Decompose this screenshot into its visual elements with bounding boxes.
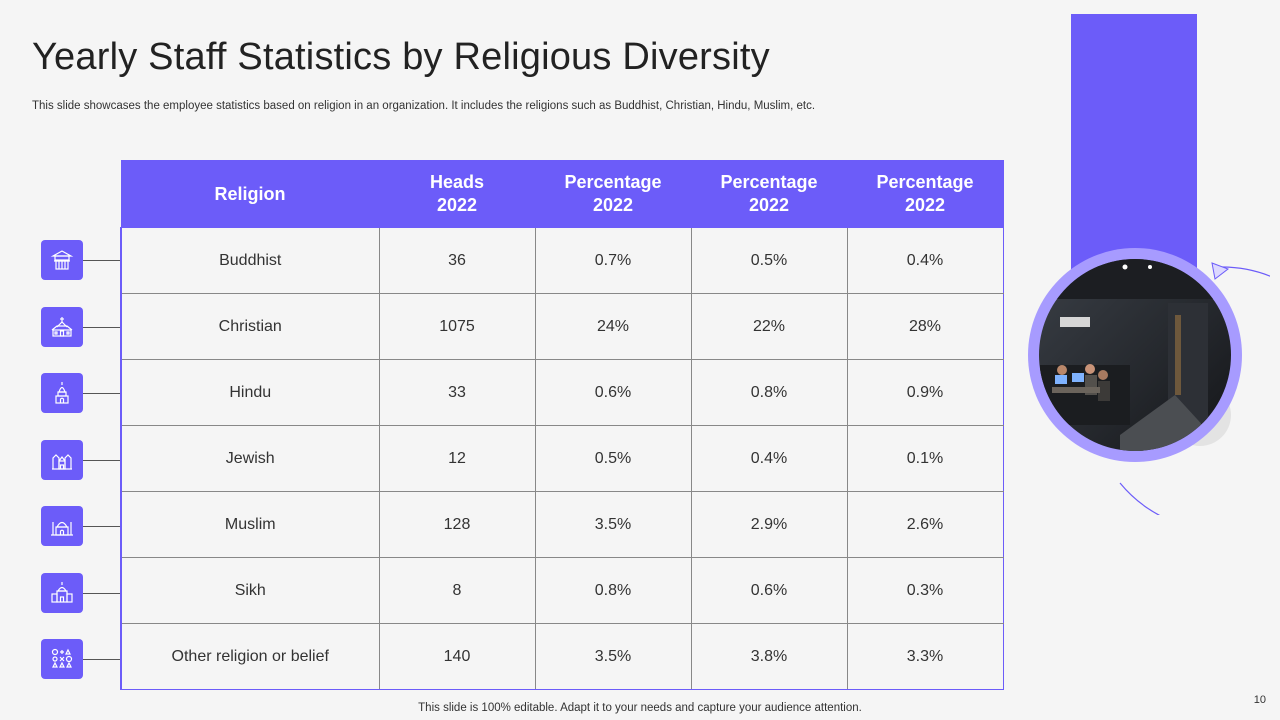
- heads-cell: 140: [378, 623, 536, 690]
- pagoda-icon: [41, 240, 83, 280]
- church-icon: [41, 307, 83, 347]
- percentage-cell: 0.4%: [846, 227, 1004, 294]
- header-percentage-2022-c: Percentage 2022: [846, 160, 1004, 228]
- connector-line: [83, 260, 121, 261]
- header-religion: Religion: [120, 160, 380, 228]
- table-row: Hindu 33 0.6% 0.8% 0.9%: [120, 359, 1004, 426]
- religion-cell: Jewish: [120, 425, 380, 492]
- percentage-cell: 0.8%: [534, 557, 692, 624]
- religion-cell: Buddhist: [120, 227, 380, 294]
- percentage-cell: 0.5%: [690, 227, 848, 294]
- connector-line: [83, 593, 121, 594]
- slide-title: Yearly Staff Statistics by Religious Div…: [32, 36, 770, 78]
- connector-line: [83, 327, 121, 328]
- hindu-temple-icon: [41, 373, 83, 413]
- heads-cell: 1075: [378, 293, 536, 360]
- table-header-row: Religion Heads 2022 Percentage 2022 Percen…: [120, 160, 1004, 228]
- header-percentage-2022-b: Percentage 2022: [690, 160, 848, 228]
- percentage-cell: 3.3%: [846, 623, 1004, 690]
- connector-line: [83, 659, 121, 660]
- header-percentage-2022-a: Percentage 2022: [534, 160, 692, 228]
- slide-footer-note: This slide is 100% editable. Adapt it to…: [418, 702, 862, 714]
- header-heads-2022: Heads 2022: [378, 160, 536, 228]
- percentage-cell: 3.5%: [534, 623, 692, 690]
- page-number: 10: [1253, 694, 1266, 706]
- religion-stats-table: Religion Heads 2022 Percentage 2022 Percen…: [120, 160, 1004, 690]
- slide-subtitle: This slide showcases the employee statis…: [32, 100, 816, 112]
- connector-line: [83, 393, 121, 394]
- percentage-cell: 0.1%: [846, 425, 1004, 492]
- gurdwara-icon: [41, 573, 83, 613]
- religion-cell: Muslim: [120, 491, 380, 558]
- religion-cell: Other religion or belief: [120, 623, 380, 690]
- religious-symbols-icon: [41, 639, 83, 679]
- synagogue-icon: [41, 440, 83, 480]
- percentage-cell: 0.6%: [690, 557, 848, 624]
- percentage-cell: 0.4%: [690, 425, 848, 492]
- percentage-cell: 0.5%: [534, 425, 692, 492]
- table-row: Buddhist 36 0.7% 0.5% 0.4%: [120, 227, 1004, 294]
- percentage-cell: 24%: [534, 293, 692, 360]
- heads-cell: 33: [378, 359, 536, 426]
- table-row: Muslim 128 3.5% 2.9% 2.6%: [120, 491, 1004, 558]
- heads-cell: 8: [378, 557, 536, 624]
- percentage-cell: 0.6%: [534, 359, 692, 426]
- table-row: Sikh 8 0.8% 0.6% 0.3%: [120, 557, 1004, 624]
- percentage-cell: 0.8%: [690, 359, 848, 426]
- connector-line: [83, 460, 121, 461]
- religion-cell: Christian: [120, 293, 380, 360]
- religion-cell: Hindu: [120, 359, 380, 426]
- decorative-band: [1071, 14, 1197, 284]
- table-row: Jewish 12 0.5% 0.4% 0.1%: [120, 425, 1004, 492]
- percentage-cell: 3.5%: [534, 491, 692, 558]
- office-photo: [1000, 245, 1280, 532]
- percentage-cell: 0.3%: [846, 557, 1004, 624]
- heads-cell: 128: [378, 491, 536, 558]
- religion-cell: Sikh: [120, 557, 380, 624]
- percentage-cell: 0.9%: [846, 359, 1004, 426]
- table-row: Christian 1075 24% 22% 28%: [120, 293, 1004, 360]
- table-row: Other religion or belief 140 3.5% 3.8% 3…: [120, 623, 1004, 690]
- mosque-icon: [41, 506, 83, 546]
- heads-cell: 12: [378, 425, 536, 492]
- percentage-cell: 22%: [690, 293, 848, 360]
- percentage-cell: 2.9%: [690, 491, 848, 558]
- percentage-cell: 28%: [846, 293, 1004, 360]
- percentage-cell: 3.8%: [690, 623, 848, 690]
- percentage-cell: 0.7%: [534, 227, 692, 294]
- heads-cell: 36: [378, 227, 536, 294]
- percentage-cell: 2.6%: [846, 491, 1004, 558]
- connector-line: [83, 526, 121, 527]
